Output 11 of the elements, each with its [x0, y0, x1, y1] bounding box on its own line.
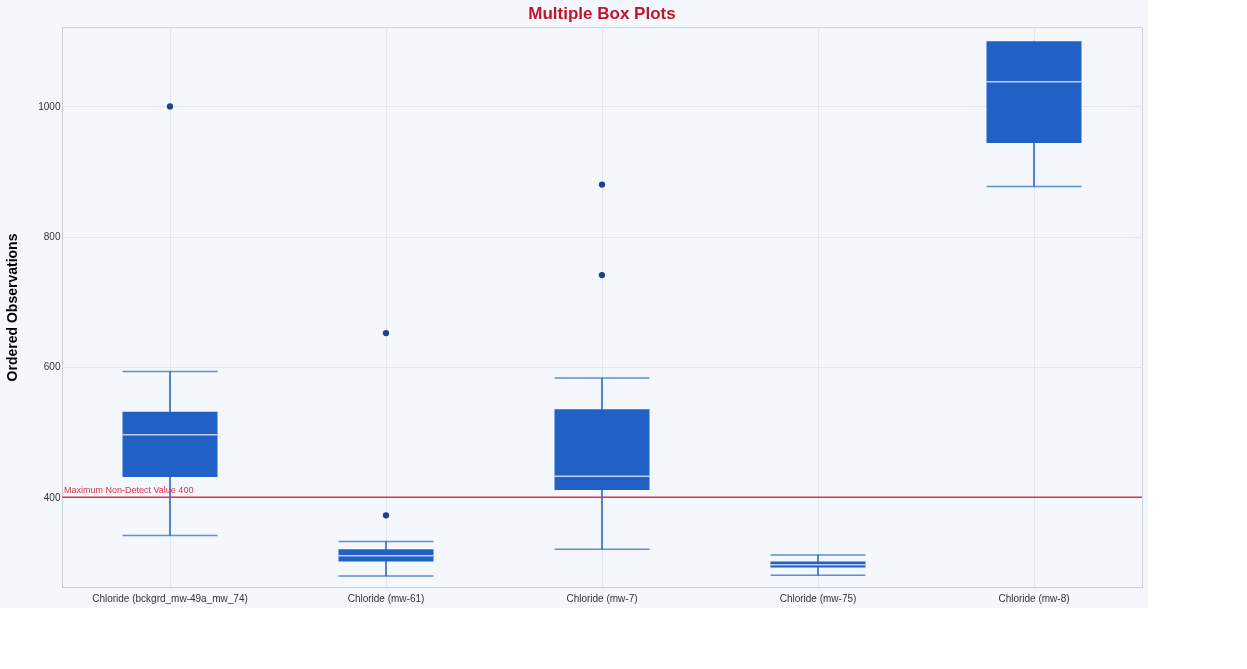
x-tick-label: Chloride (mw-75): [779, 592, 857, 604]
x-tick-label: Chloride (bckgrd_mw-49a_mw_74): [92, 592, 248, 604]
x-tick-label: Chloride (mw-61): [347, 592, 425, 604]
chart-title: Multiple Box Plots: [528, 4, 676, 23]
y-tick-label: 600: [43, 361, 61, 373]
x-tick-label: Chloride (mw-8): [998, 592, 1070, 604]
y-tick-label: 800: [43, 231, 61, 243]
y-tick-label: 400: [43, 491, 61, 503]
x-tick-label: Chloride (mw-7): [566, 592, 638, 604]
y-axis-title: Ordered Observations: [4, 233, 21, 382]
y-tick-label: 1000: [38, 100, 61, 112]
